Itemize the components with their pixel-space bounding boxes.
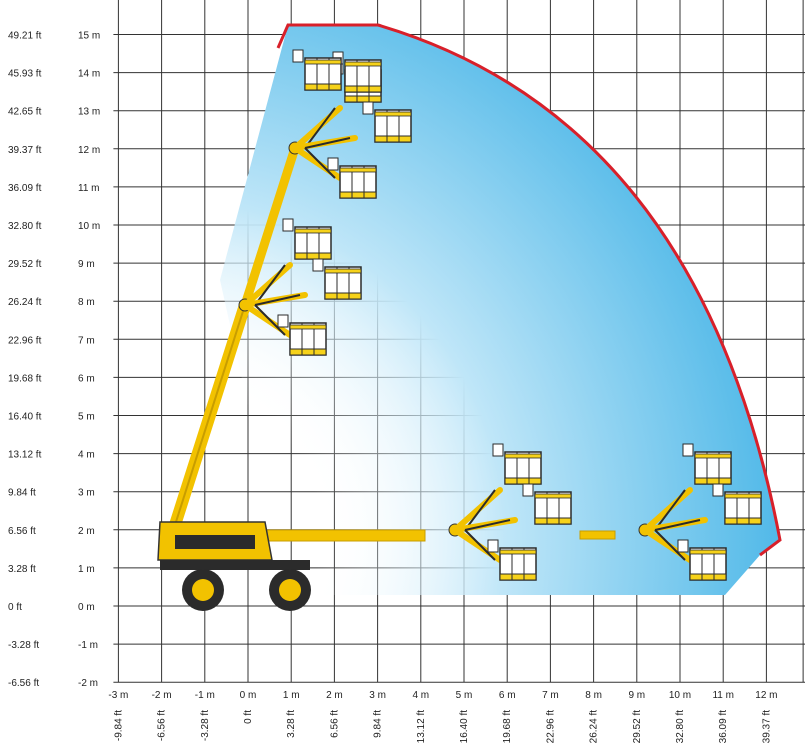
- y-axis-feet-label: 16.40 ft: [8, 412, 42, 423]
- y-axis-meter-label: 15 m: [78, 31, 100, 42]
- x-axis-feet-label: 29.52 ft: [632, 710, 643, 744]
- platform-basket: [677, 539, 727, 581]
- platform-positions: [238, 49, 762, 581]
- x-axis-meter-label: -1 m: [195, 690, 215, 701]
- platform-basket: [312, 258, 362, 300]
- platform-basket: [332, 51, 382, 93]
- y-axis-feet-label: 45.93 ft: [8, 69, 42, 80]
- x-axis-feet-label: -9.84 ft: [113, 710, 124, 741]
- y-axis-feet-label: 36.09 ft: [8, 183, 42, 194]
- x-axis-feet-label: 13.12 ft: [416, 710, 427, 744]
- y-axis-meter-label: 3 m: [78, 488, 95, 499]
- x-axis-feet-label: -6.56 ft: [157, 710, 168, 741]
- y-axis-meter-label: 4 m: [78, 450, 95, 461]
- jib-arm: [452, 487, 503, 533]
- platform-basket: [682, 443, 732, 485]
- x-axis-meter-label: 5 m: [456, 690, 473, 701]
- x-axis-meter-label: -3 m: [108, 690, 128, 701]
- jib-arm: [242, 302, 293, 338]
- y-axis-meter-label: 11 m: [78, 183, 100, 194]
- jib-arm: [242, 262, 293, 308]
- x-axis-feet-label: 3.28 ft: [286, 710, 297, 738]
- x-axis-feet-label: 32.80 ft: [675, 710, 686, 744]
- x-axis-meter-label: 9 m: [628, 690, 645, 701]
- y-axis-meter-label: -2 m: [78, 678, 98, 689]
- jib-arm: [452, 527, 503, 563]
- platform-basket: [492, 443, 542, 485]
- y-axis-meter-label: 5 m: [78, 412, 95, 423]
- x-axis-feet-label: 36.09 ft: [718, 710, 729, 744]
- x-axis-feet-label: 6.56 ft: [329, 710, 340, 738]
- platform-basket: [362, 101, 412, 143]
- x-axis-meter-label: 0 m: [240, 690, 257, 701]
- x-axis-meter-label: 10 m: [669, 690, 691, 701]
- y-axis-meter-label: 2 m: [78, 526, 95, 537]
- x-axis-meter-label: 1 m: [283, 690, 300, 701]
- x-axis-feet-label: 9.84 ft: [373, 710, 384, 738]
- upper-boom: [240, 143, 300, 310]
- x-axis-feet-label: 16.40 ft: [459, 710, 470, 744]
- x-axis-feet-label: 19.68 ft: [502, 710, 513, 744]
- y-axis-meter-label: 14 m: [78, 69, 100, 80]
- x-axis-meter-label: 4 m: [412, 690, 429, 701]
- boom-lift-machine: [157, 143, 616, 611]
- y-axis-feet-label: 3.28 ft: [8, 564, 36, 575]
- x-axis-meter-label: 12 m: [755, 690, 777, 701]
- y-axis-meter-label: 7 m: [78, 335, 95, 346]
- platform-basket: [522, 483, 572, 525]
- x-axis-feet-labels: -9.84 ft -6.56 ft -3.28 ft 0 ft 3.28 ft 6.56 …: [113, 710, 772, 744]
- x-axis-meter-label: 6 m: [499, 690, 516, 701]
- y-axis-feet-label: 42.65 ft: [8, 107, 42, 118]
- y-axis-meter-label: 6 m: [78, 373, 95, 384]
- y-axis-meter-label: 13 m: [78, 107, 100, 118]
- y-axis-feet-labels: 49.21 ft 45.93 ft 42.65 ft 39.37 ft 36.09 ft…: [8, 31, 42, 690]
- y-axis-feet-label: 6.56 ft: [8, 526, 36, 537]
- y-axis-feet-label: 22.96 ft: [8, 335, 42, 346]
- y-axis-meter-label: 0 m: [78, 602, 95, 613]
- platform-basket: [487, 539, 537, 581]
- y-axis-feet-label: 32.80 ft: [8, 221, 42, 232]
- y-axis-feet-label: -6.56 ft: [8, 678, 39, 689]
- y-axis-feet-label: 19.68 ft: [8, 373, 42, 384]
- platform-basket: [327, 157, 377, 199]
- x-axis-feet-label: 22.96 ft: [545, 710, 556, 744]
- y-axis-feet-label: -3.28 ft: [8, 640, 39, 651]
- y-axis-meter-labels: 15 m 14 m 13 m 12 m 11 m 10 m 9 m 8 m 7 m 6 m 5 m 4…: [78, 31, 100, 690]
- y-axis-meter-label: -1 m: [78, 640, 98, 651]
- jib-arm: [292, 105, 343, 151]
- y-axis-feet-label: 26.24 ft: [8, 297, 42, 308]
- y-axis-feet-label: 13.12 ft: [8, 450, 42, 461]
- platform-basket: [712, 483, 762, 525]
- y-axis-meter-label: 10 m: [78, 221, 100, 232]
- x-axis-meter-label: -2 m: [152, 690, 172, 701]
- x-axis-feet-label: 39.37 ft: [761, 710, 772, 744]
- y-axis-meter-label: 1 m: [78, 564, 95, 575]
- x-axis-meter-label: 7 m: [542, 690, 559, 701]
- x-axis-feet-label: 0 ft: [243, 710, 254, 724]
- y-axis-feet-label: 9.84 ft: [8, 488, 36, 499]
- y-axis-feet-label: 29.52 ft: [8, 259, 42, 270]
- y-axis-feet-label: 0 ft: [8, 602, 22, 613]
- x-axis-meter-label: 2 m: [326, 690, 343, 701]
- jib-arm: [642, 527, 693, 563]
- x-axis-meter-label: 3 m: [369, 690, 386, 701]
- y-axis-feet-label: 49.21 ft: [8, 31, 42, 42]
- jib-arm: [292, 145, 343, 181]
- jib-arm: [642, 487, 693, 533]
- platform-basket: [292, 49, 342, 91]
- x-axis-meter-label: 11 m: [712, 690, 734, 701]
- y-axis-meter-label: 8 m: [78, 297, 95, 308]
- y-axis-meter-label: 12 m: [78, 145, 100, 156]
- platform-basket: [277, 314, 327, 356]
- x-axis-feet-label: 26.24 ft: [589, 710, 600, 744]
- y-axis-meter-label: 9 m: [78, 259, 95, 270]
- reach-envelope-edge: [276, 23, 782, 557]
- x-axis-meter-label: 8 m: [585, 690, 602, 701]
- x-axis-meter-labels: -3 m -2 m -1 m 0 m 1 m 2 m 3 m 4 m 5 m 6 m 7 m 8 m 9…: [108, 690, 777, 701]
- platform-basket: [282, 218, 332, 260]
- x-axis-feet-label: -3.28 ft: [200, 710, 211, 741]
- y-axis-feet-label: 39.37 ft: [8, 145, 42, 156]
